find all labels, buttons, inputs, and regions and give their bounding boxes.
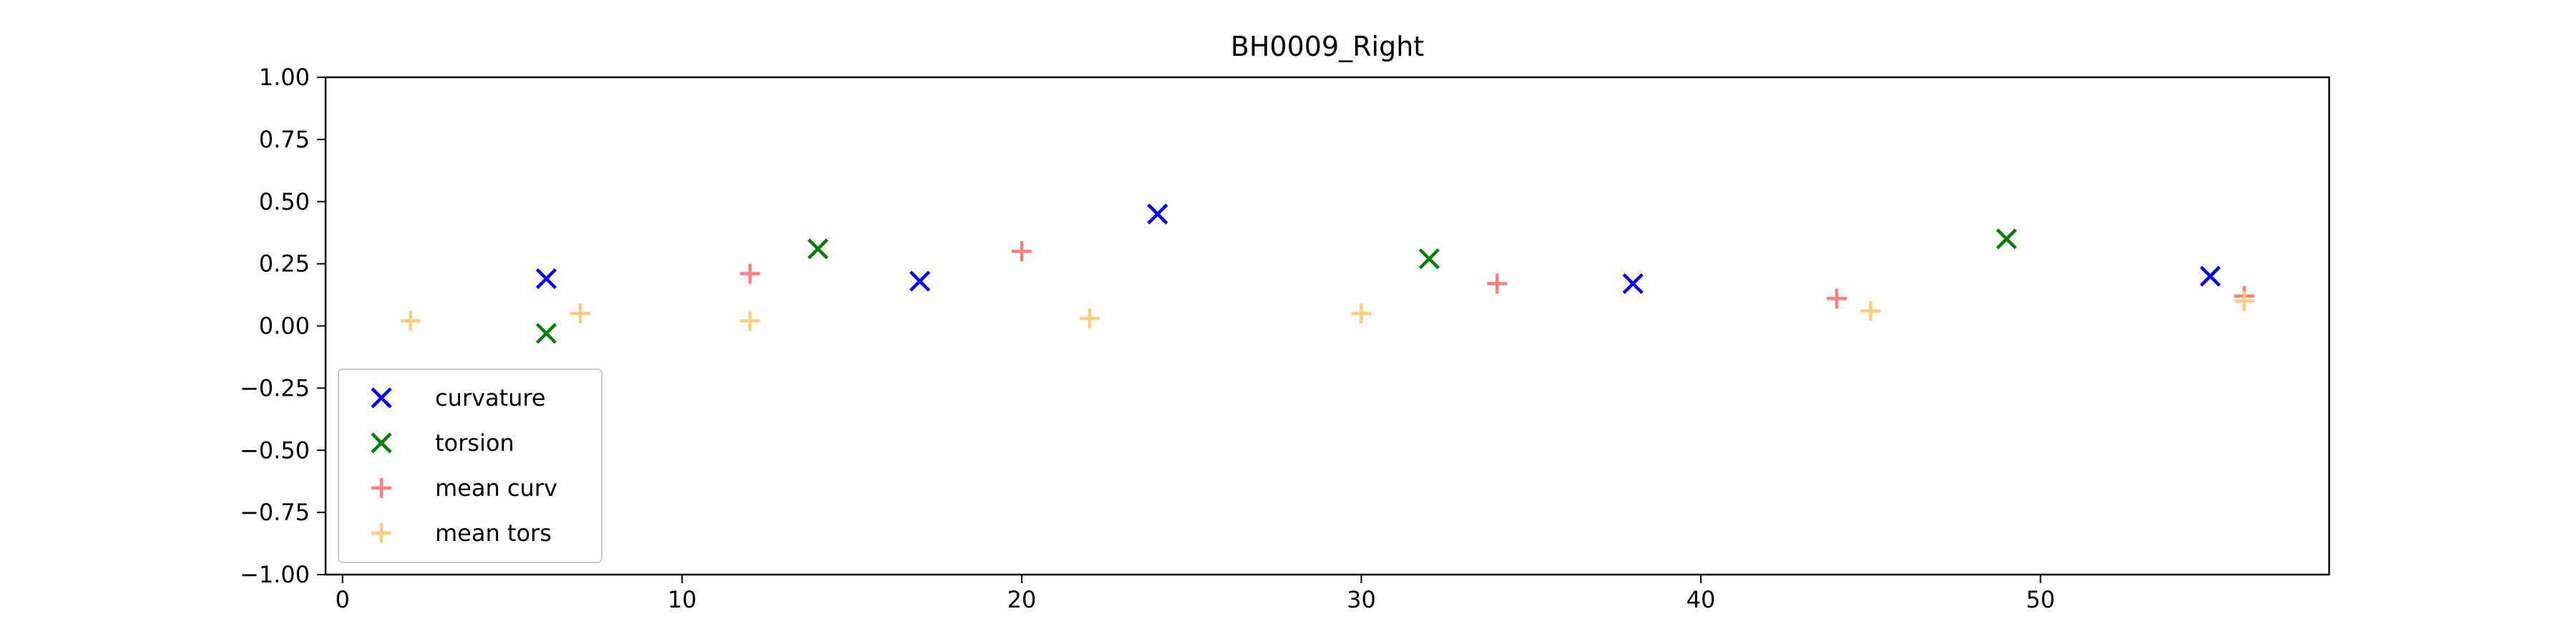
plot-area <box>400 203 2255 344</box>
legend-label-mean-tors: mean tors <box>435 519 552 547</box>
data-point-curvature-1 <box>909 270 931 292</box>
data-point-mean-tors-4 <box>1351 303 1372 324</box>
y-tick-label: −0.50 <box>240 436 310 464</box>
series-torsion <box>535 228 2017 344</box>
y-tick-label: −0.75 <box>240 499 310 526</box>
x-tick-label: 30 <box>1347 586 1376 613</box>
x-tick-label: 20 <box>1008 586 1037 613</box>
y-tick-label: −0.25 <box>240 374 310 401</box>
data-point-torsion-2 <box>1418 248 1440 270</box>
data-point-curvature-3 <box>1622 273 1644 295</box>
chart-title: BH0009_Right <box>1231 31 1424 62</box>
data-point-mean-curv-0 <box>740 263 761 284</box>
data-point-mean-tors-3 <box>1079 308 1100 329</box>
data-point-mean-curv-1 <box>1011 241 1032 262</box>
x-tick-label: 50 <box>2026 586 2055 613</box>
legend-marker-curvature <box>371 387 392 409</box>
x-tick-label: 10 <box>668 586 697 613</box>
series-curvature <box>535 203 2221 295</box>
data-point-curvature-2 <box>1147 203 1169 225</box>
data-point-torsion-1 <box>807 238 829 260</box>
data-point-mean-tors-5 <box>1860 301 1881 321</box>
x-tick-label: 40 <box>1687 586 1716 613</box>
data-point-curvature-0 <box>535 268 557 290</box>
y-tick-label: 0.00 <box>259 313 310 340</box>
data-point-mean-curv-2 <box>1487 273 1508 294</box>
legend-marker-mean-curv <box>371 478 391 498</box>
y-tick-label: 0.50 <box>259 188 310 215</box>
data-point-mean-tors-2 <box>740 311 761 331</box>
legend-box <box>338 369 602 563</box>
legend-marker-mean-tors <box>371 523 391 543</box>
legend-marker-torsion <box>371 432 392 454</box>
data-point-mean-tors-1 <box>570 303 590 324</box>
data-point-mean-tors-6 <box>2234 291 2255 311</box>
legend: curvature torsion mean curv mean tors <box>338 369 602 563</box>
legend-label-mean-curv: mean curv <box>435 474 557 502</box>
data-point-mean-tors-0 <box>400 311 421 331</box>
legend-label-torsion: torsion <box>435 429 514 457</box>
y-tick-label: 1.00 <box>259 64 310 91</box>
y-tick-label: 0.75 <box>259 126 310 153</box>
axis-ticks: 0 10 20 30 40 50 1.00 0.75 0.50 0.25 0.00 −0.25 −0.5… <box>240 64 2055 613</box>
x-tick-label: 0 <box>336 586 350 613</box>
data-point-torsion-3 <box>1996 228 2017 250</box>
y-tick-label: 0.25 <box>259 250 310 278</box>
y-tick-label: −1.00 <box>240 561 310 588</box>
data-point-torsion-0 <box>535 323 557 344</box>
series-mean-tors <box>400 291 2255 331</box>
data-point-curvature-4 <box>2200 265 2221 287</box>
legend-label-curvature: curvature <box>435 384 546 411</box>
data-point-mean-curv-3 <box>1826 288 1847 309</box>
